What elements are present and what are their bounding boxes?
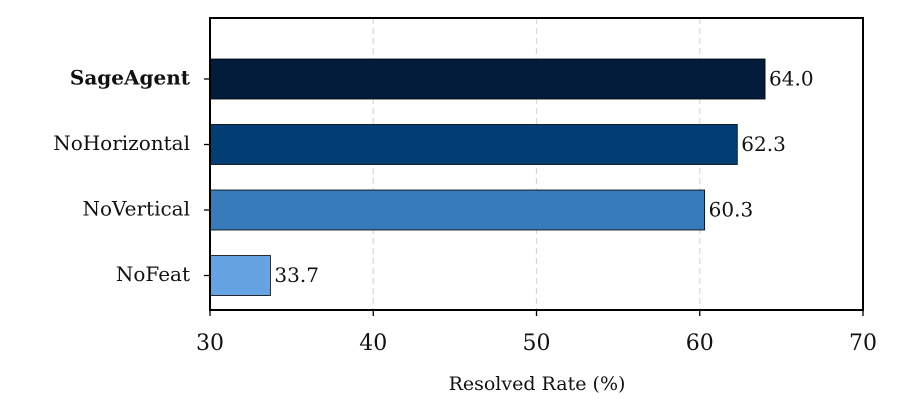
- value-label: 62.3: [741, 132, 786, 156]
- x-tick-label: 60: [686, 331, 714, 356]
- x-axis-label: Resolved Rate (%): [449, 373, 626, 395]
- y-tick-label: NoHorizontal: [53, 131, 190, 155]
- value-label: 60.3: [709, 198, 754, 222]
- plot-frame: [209, 17, 864, 311]
- value-label: 33.7: [274, 263, 319, 287]
- x-tick-label: 50: [523, 331, 551, 356]
- bar: [209, 58, 766, 100]
- bar: [209, 255, 271, 296]
- value-label: 64.0: [769, 67, 814, 91]
- y-tick-label: NoFeat: [116, 262, 190, 286]
- y-tick-label: SageAgent: [70, 66, 191, 90]
- x-tick-label: 30: [196, 331, 224, 356]
- bar: [209, 124, 738, 165]
- bar: [209, 189, 706, 231]
- y-tick-label: NoVertical: [83, 197, 191, 221]
- x-tick-label: 40: [359, 331, 387, 356]
- x-tick-label: 70: [849, 331, 877, 356]
